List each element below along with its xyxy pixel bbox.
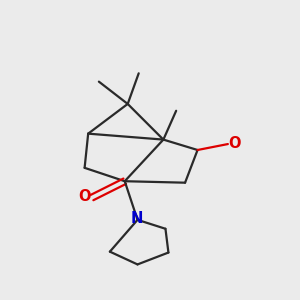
Text: O: O — [228, 136, 241, 151]
Text: N: N — [131, 211, 143, 226]
Text: O: O — [78, 190, 91, 205]
